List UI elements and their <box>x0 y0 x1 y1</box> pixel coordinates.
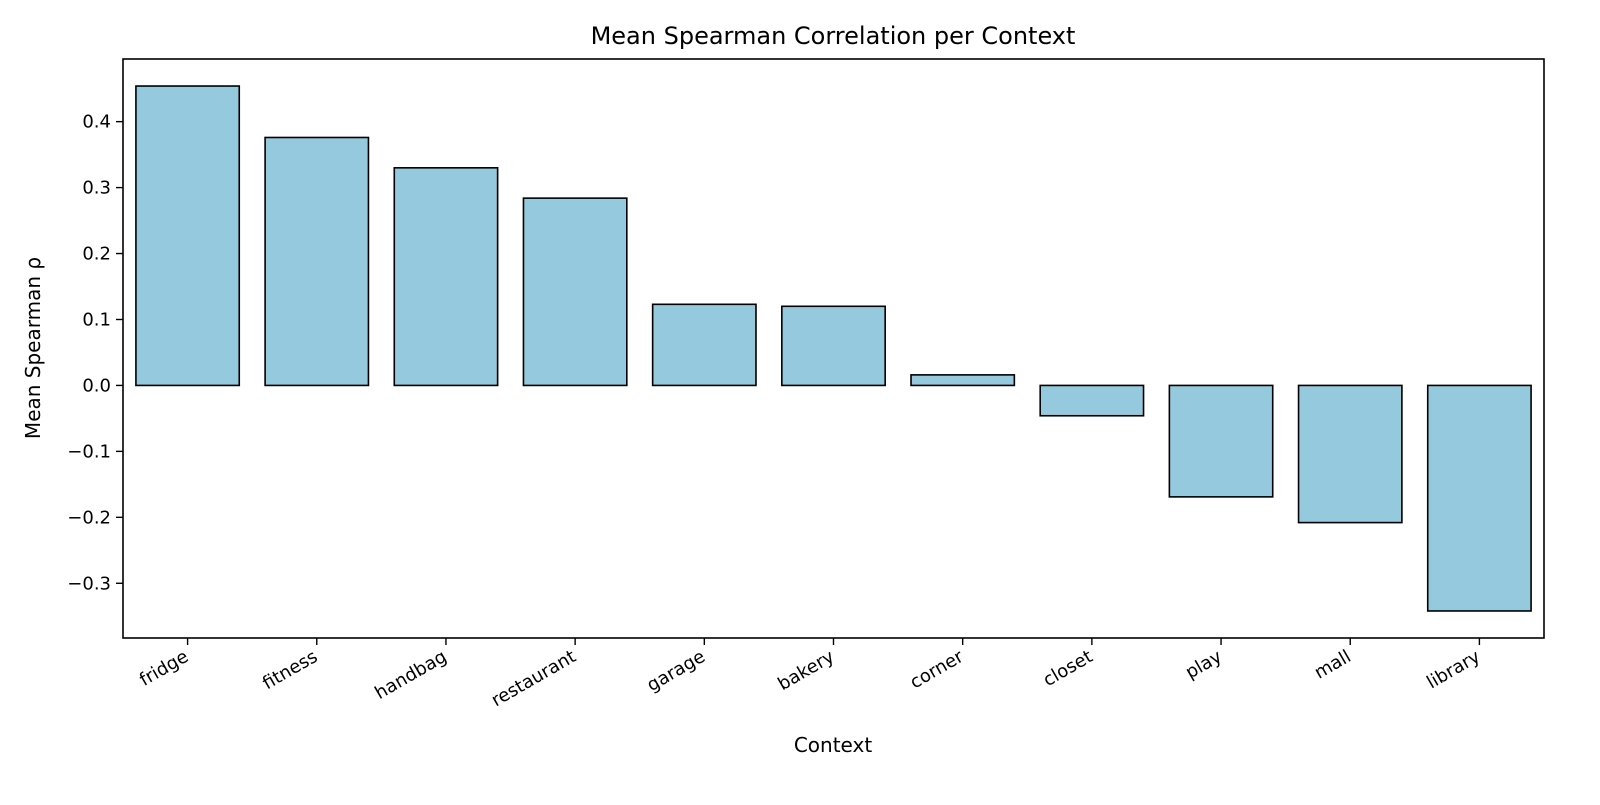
x-axis-label: Context <box>794 733 873 757</box>
y-tick-label: −0.1 <box>67 441 111 462</box>
chart-title: Mean Spearman Correlation per Context <box>591 22 1076 50</box>
y-axis: 0.4 0.3 0.2 0.1 0.0 −0.1 −0.2 −0.3 <box>67 112 123 594</box>
x-tick-label: fridge <box>136 646 192 691</box>
y-tick-label: 0.0 <box>82 375 111 396</box>
y-axis-label: Mean Spearman ρ <box>21 257 45 439</box>
bars-group <box>135 85 1532 612</box>
x-tick-label: mall <box>1311 646 1355 683</box>
y-tick-label: −0.2 <box>67 507 111 528</box>
y-tick-label: 0.2 <box>82 244 111 265</box>
x-tick-label: library <box>1423 646 1484 693</box>
bar-corner <box>910 374 1016 387</box>
plot-frame <box>122 58 1545 639</box>
x-tick-label: fitness <box>259 646 321 694</box>
bar-garage <box>651 303 757 387</box>
x-tick-label: bakery <box>774 646 838 695</box>
x-tick-label: corner <box>907 646 968 693</box>
x-tick-label: closet <box>1040 646 1097 691</box>
bar-play <box>1168 384 1274 498</box>
x-tick-label: restaurant <box>488 646 580 711</box>
x-tick-label: handbag <box>371 646 450 704</box>
bar-bakery <box>781 305 886 387</box>
bar-fridge <box>135 85 241 387</box>
y-tick-label: −0.3 <box>67 573 111 594</box>
y-tick-label: 0.3 <box>82 178 111 199</box>
x-tick-label: garage <box>643 646 708 696</box>
x-axis: fridge fitness handbag restaurant garage bake… <box>136 638 1484 711</box>
bar-mall <box>1297 384 1403 524</box>
bar-fitness <box>264 136 370 387</box>
x-tick-label: play <box>1182 646 1226 683</box>
y-tick-label: 0.1 <box>82 309 111 330</box>
bar-restaurant <box>522 197 628 387</box>
bar-handbag <box>393 167 499 387</box>
y-tick-label: 0.4 <box>82 112 111 133</box>
bar-library <box>1426 384 1532 612</box>
bar-closet <box>1039 384 1145 417</box>
